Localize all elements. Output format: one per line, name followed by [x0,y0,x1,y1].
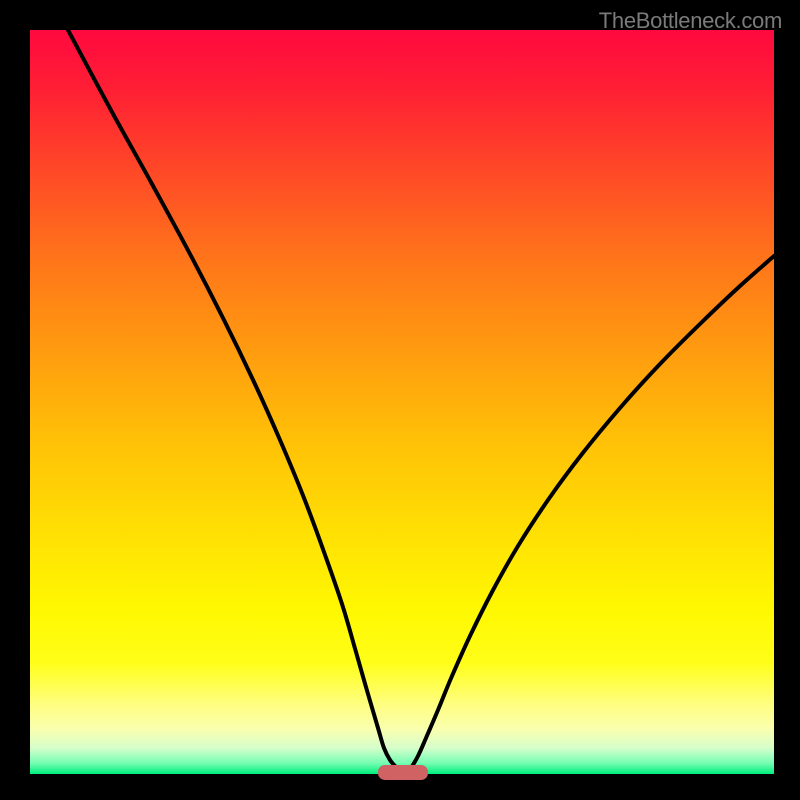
bottleneck-chart [0,0,800,800]
gradient-background [30,30,774,774]
optimal-marker [378,765,428,780]
watermark-text: TheBottleneck.com [599,8,782,34]
chart-svg [0,0,800,800]
